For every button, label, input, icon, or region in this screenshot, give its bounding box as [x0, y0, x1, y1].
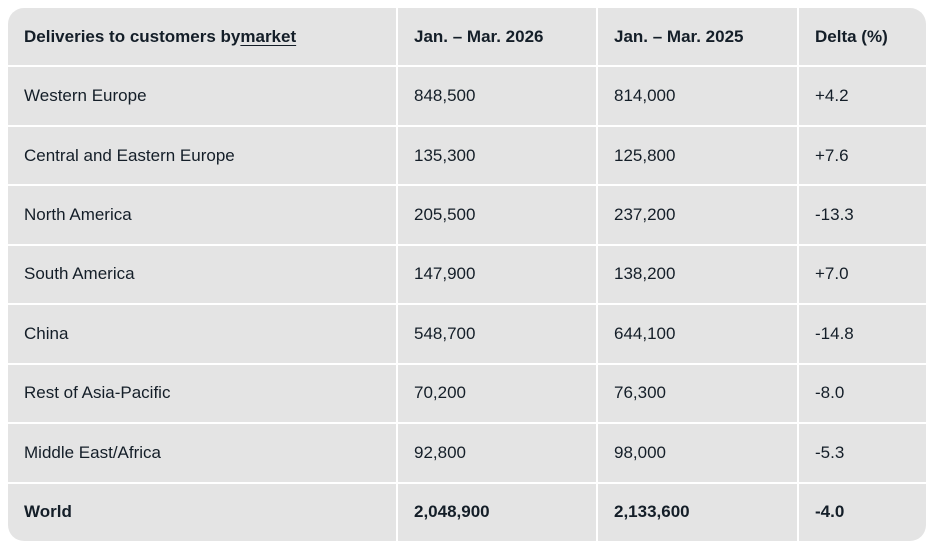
value-2025-cell: 138,200 — [598, 245, 797, 304]
value-2025-cell: 237,200 — [598, 186, 797, 244]
value-2026-cell: 205,500 — [398, 186, 596, 244]
deliveries-table: Deliveries to customers by market Jan. –… — [8, 8, 926, 541]
market-cell: China — [8, 305, 396, 363]
value-2025-cell: 98,000 — [598, 424, 797, 482]
table-row-central-eastern-europe: Central and Eastern Europe 135,300 125,8… — [8, 126, 926, 185]
delta-cell: +4.2 — [799, 67, 926, 125]
market-cell: Western Europe — [8, 67, 396, 125]
delta-cell: -5.3 — [799, 424, 926, 482]
delta-cell: +7.6 — [799, 126, 926, 185]
value-2025-cell: 125,800 — [598, 126, 797, 185]
market-link[interactable]: market — [240, 26, 297, 46]
market-cell: Rest of Asia-Pacific — [8, 364, 396, 423]
value-2025-cell: 644,100 — [598, 305, 797, 363]
table-header-row: Deliveries to customers by market Jan. –… — [8, 8, 926, 66]
value-2025-cell: 76,300 — [598, 364, 797, 423]
delta-cell: -13.3 — [799, 186, 926, 244]
value-2025-cell: 2,133,600 — [598, 483, 797, 541]
header-market-cell: Deliveries to customers by market — [8, 8, 396, 66]
market-cell: North America — [8, 186, 396, 244]
value-2026-cell: 548,700 — [398, 305, 596, 363]
table-row-china: China 548,700 644,100 -14.8 — [8, 305, 926, 363]
value-2025-cell: 814,000 — [598, 67, 797, 125]
header-market-label: Deliveries to customers by — [24, 26, 241, 46]
value-2026-cell: 848,500 — [398, 67, 596, 125]
value-2026-cell: 92,800 — [398, 424, 596, 482]
market-cell: Middle East/Africa — [8, 424, 396, 482]
delta-cell: -4.0 — [799, 483, 926, 541]
delta-cell: -8.0 — [799, 364, 926, 423]
market-cell: World — [8, 483, 396, 541]
table-row-rest-of-asia-pacific: Rest of Asia-Pacific 70,200 76,300 -8.0 — [8, 364, 926, 423]
value-2026-cell: 147,900 — [398, 245, 596, 304]
delta-cell: +7.0 — [799, 245, 926, 304]
table-row-south-america: South America 147,900 138,200 +7.0 — [8, 245, 926, 304]
header-delta-cell: Delta (%) — [799, 8, 926, 66]
value-2026-cell: 2,048,900 — [398, 483, 596, 541]
market-cell: Central and Eastern Europe — [8, 126, 396, 185]
table-row-north-america: North America 205,500 237,200 -13.3 — [8, 186, 926, 244]
delta-cell: -14.8 — [799, 305, 926, 363]
value-2026-cell: 135,300 — [398, 126, 596, 185]
table-row-western-europe: Western Europe 848,500 814,000 +4.2 — [8, 67, 926, 125]
table-row-world-total: World 2,048,900 2,133,600 -4.0 — [8, 483, 926, 541]
header-period-2025-cell: Jan. – Mar. 2025 — [598, 8, 797, 66]
header-period-2026-cell: Jan. – Mar. 2026 — [398, 8, 596, 66]
market-cell: South America — [8, 245, 396, 304]
table-row-middle-east-africa: Middle East/Africa 92,800 98,000 -5.3 — [8, 424, 926, 482]
value-2026-cell: 70,200 — [398, 364, 596, 423]
